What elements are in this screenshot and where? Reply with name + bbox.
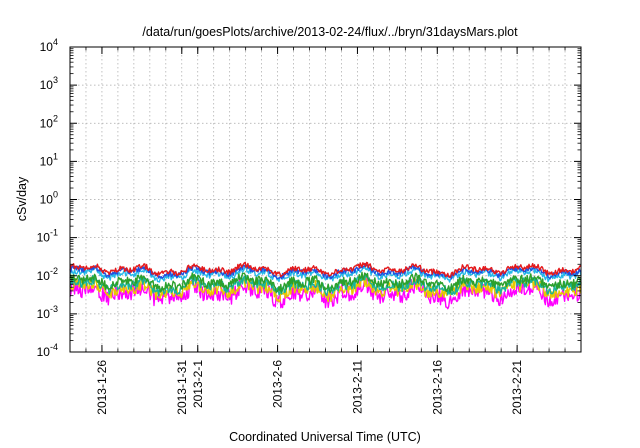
chart-title: /data/run/goesPlots/archive/2013-02-24/f…	[142, 25, 518, 39]
y-tick-label: 102	[40, 113, 58, 130]
x-tick-label: 2013-2-21	[510, 360, 524, 415]
x-tick-label: 2013-2-1	[191, 360, 205, 408]
x-tick-label: 2013-2-16	[430, 360, 444, 415]
series-line	[69, 261, 582, 278]
grid	[70, 47, 581, 352]
x-tick-label: 2013-1-31	[175, 360, 189, 415]
series-line	[69, 265, 582, 283]
y-tick-label: 10-3	[37, 304, 58, 321]
x-axis: 2013-1-26 2013-1-31 2013-2-1 2013-2-6 2013-2…	[85, 47, 566, 415]
x-tick-label: 2013-2-11	[350, 360, 364, 414]
x-axis-label: Coordinated Universal Time (UTC)	[229, 430, 421, 444]
y-tick-label: 103	[40, 75, 58, 92]
x-tick-label: 2013-1-26	[95, 360, 109, 415]
series-line	[69, 271, 582, 294]
y-tick-label: 100	[40, 190, 58, 207]
x-tick-label: 2013-2-6	[271, 360, 285, 408]
y-tick-label: 10-2	[37, 266, 58, 283]
y-axis: 104 103 102 101 100 10-1 10-2 10-3 10-4	[37, 37, 581, 359]
y-axis-label: cSv/day	[15, 176, 29, 221]
series-line	[69, 273, 582, 297]
y-tick-label: 10-1	[37, 228, 58, 245]
series-layer	[69, 261, 582, 310]
y-tick-label: 104	[40, 37, 58, 54]
y-tick-label: 101	[40, 151, 58, 168]
y-tick-label: 10-4	[37, 342, 58, 359]
